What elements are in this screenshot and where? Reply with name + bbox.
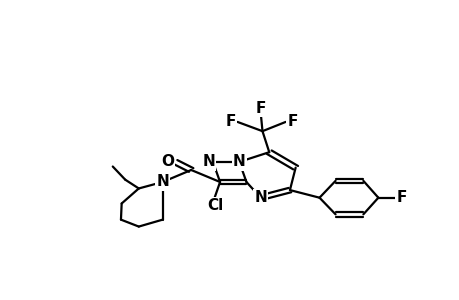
Text: N: N (202, 154, 214, 169)
Text: O: O (161, 154, 174, 169)
Text: F: F (255, 101, 265, 116)
Text: Cl: Cl (207, 198, 224, 213)
Text: N: N (156, 175, 168, 190)
Text: F: F (396, 190, 406, 205)
Text: N: N (254, 190, 267, 205)
Text: N: N (232, 154, 245, 169)
Text: F: F (225, 114, 235, 129)
Text: F: F (287, 114, 297, 129)
